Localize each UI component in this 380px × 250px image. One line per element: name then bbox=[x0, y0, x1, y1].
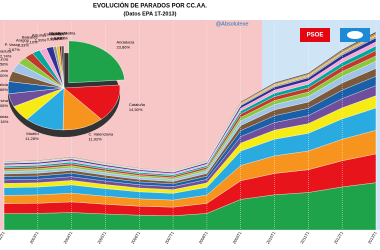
pie-label-name: C. Valenciana bbox=[88, 131, 113, 136]
pie-label-value: 2,67% bbox=[8, 47, 20, 52]
pie-label-value: 6,16% bbox=[0, 119, 9, 124]
x-tick-label: 2007T1 bbox=[164, 230, 176, 245]
x-tick-label: 2009T1 bbox=[231, 230, 243, 245]
x-tick-label: 2008T1 bbox=[198, 230, 210, 245]
pie-label-name: Cataluña bbox=[129, 102, 146, 107]
pie-label-name: Madrid bbox=[26, 131, 38, 136]
pie-label-name: Galicia bbox=[0, 82, 9, 87]
pie-label-name: Extremadura bbox=[0, 48, 12, 53]
pie-label-value: 11,28% bbox=[25, 136, 39, 141]
pie-slice bbox=[63, 84, 121, 120]
pie-label-name: R. Murcia bbox=[0, 57, 9, 62]
x-tick-label: 2006T1 bbox=[130, 230, 142, 245]
pie-label-name: Navarra bbox=[49, 31, 64, 36]
pie-label-value: 0,48% bbox=[54, 36, 66, 41]
pie-label-name: Baleares bbox=[22, 34, 38, 39]
pie-label-value: 5,08% bbox=[0, 103, 8, 108]
area-layer bbox=[3, 31, 377, 172]
psoe-text: PSOE bbox=[307, 33, 324, 39]
pie-label-value: 4,68% bbox=[0, 87, 8, 92]
pie-label-name: Cantabria bbox=[44, 31, 62, 36]
pie-label-name: C. León bbox=[0, 68, 8, 73]
x-tick-label: 2005T1 bbox=[96, 230, 108, 245]
pie-slice bbox=[60, 45, 65, 89]
x-tick-label: 2004T1 bbox=[62, 230, 74, 245]
x-tick-label: 2003T1 bbox=[28, 230, 40, 245]
pie-label-value: 2,74% bbox=[0, 53, 12, 58]
pie-label-value: 4,00% bbox=[0, 73, 8, 78]
pie-label-value: 0,82% bbox=[57, 36, 69, 41]
pie-label-name: Canarias bbox=[0, 114, 8, 119]
pie-label-name: Aragón bbox=[16, 38, 29, 43]
pie-label-value: 2,10% bbox=[26, 39, 38, 44]
areas: 2002T1 2003T1 2004T1 2005T1 2006T1 2007T1 2008… bbox=[0, 22, 378, 245]
x-tick-label: 2011T1 bbox=[299, 230, 310, 245]
pie-label-name: Ceuta y Melilla bbox=[49, 31, 76, 36]
x-tick-label: 2010T1 bbox=[265, 230, 277, 245]
chart-subtitle: (Datos EPA 1T-2013) bbox=[124, 11, 177, 17]
handle: @Absolutexe bbox=[216, 21, 249, 27]
chart-title: EVOLUCIÓN DE PARADOS POR CC.AA. bbox=[93, 2, 207, 10]
pie-label-value: 3,58% bbox=[0, 62, 8, 67]
psoe-logo bbox=[300, 28, 330, 42]
pie-label-value: 2,33% bbox=[18, 43, 30, 48]
pie-label-name: C. La Mancha bbox=[0, 98, 9, 103]
pie-label-value: 23,86% bbox=[116, 44, 130, 49]
pie-label-value: 0,92% bbox=[47, 36, 59, 41]
pie-label-value: 0,89% bbox=[51, 36, 63, 41]
pie-label-value: 11,92% bbox=[88, 136, 102, 141]
pie-label-name: P. Vasco bbox=[5, 42, 21, 47]
x-tick-label: 2013T1 bbox=[367, 230, 379, 245]
pie-label-name: Andalucía bbox=[116, 39, 135, 44]
pie-label-name: La Rioja bbox=[52, 31, 67, 36]
pie-label-value: 14,50% bbox=[129, 107, 143, 112]
x-tick-label: 2012T1 bbox=[333, 230, 345, 245]
x-tick-label: 2002T1 bbox=[0, 230, 6, 245]
pie-label-name: Asturias bbox=[32, 32, 46, 37]
pp-logo-shape bbox=[347, 31, 363, 39]
pie-label-value: 1,99% bbox=[35, 37, 47, 42]
pie-slice bbox=[68, 40, 125, 84]
